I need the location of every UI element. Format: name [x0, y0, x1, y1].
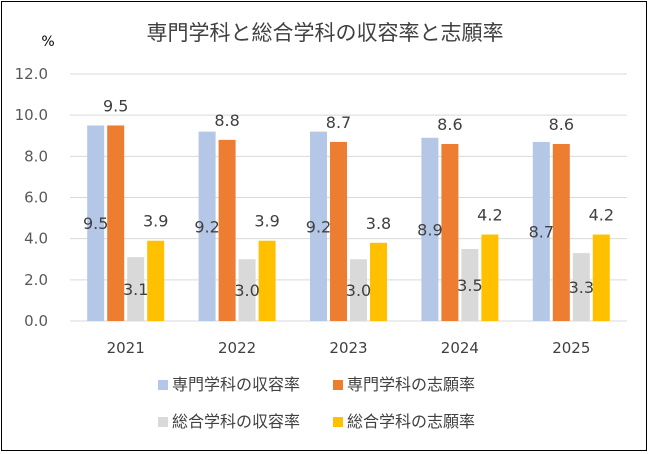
bar [218, 139, 236, 321]
bar [147, 240, 165, 321]
y-tick-label: 2.0 [24, 271, 48, 289]
data-label: 8.8 [214, 111, 239, 130]
x-tick-labels: 2021 2022 2023 2024 2025 [107, 339, 591, 357]
chart-title: 専門学科と総合学科の収容率と志願率 [147, 21, 504, 45]
data-label: 3.9 [254, 212, 279, 231]
legend-swatch [333, 417, 343, 427]
data-label: 3.5 [457, 276, 482, 295]
bar [350, 259, 367, 321]
data-label: 4.2 [589, 206, 614, 225]
y-tick-label: 4.0 [24, 230, 48, 248]
data-label: 9.5 [83, 214, 108, 233]
bar [107, 125, 125, 321]
y-tick-label: 6.0 [24, 189, 48, 207]
legend-label: 専門学科の収容率 [172, 375, 300, 394]
bar [238, 259, 256, 321]
x-tick-label: 2025 [552, 339, 590, 357]
bar [127, 257, 145, 321]
bar [198, 131, 216, 321]
data-label: 3.9 [143, 212, 168, 231]
data-label: 8.7 [326, 113, 351, 132]
bar [370, 242, 387, 321]
y-tick-label: 0.0 [24, 312, 48, 330]
data-label: 4.2 [477, 206, 502, 225]
data-label: 8.9 [417, 220, 442, 239]
data-label: 3.3 [569, 278, 594, 297]
data-label: 8.7 [529, 222, 554, 241]
y-tick-label: 12.0 [15, 65, 48, 83]
bar [330, 141, 347, 321]
legend-label: 専門学科の志願率 [347, 375, 475, 394]
data-label: 9.2 [306, 217, 331, 236]
bar [87, 125, 105, 321]
legend-label: 総合学科の志願率 [347, 412, 475, 431]
x-tick-label: 2023 [329, 339, 367, 357]
legend-label: 総合学科の収容率 [172, 412, 300, 431]
bar [592, 234, 610, 321]
data-label: 8.6 [549, 115, 574, 134]
data-label: 3.0 [234, 281, 259, 300]
bar [461, 248, 479, 321]
x-tick-label: 2024 [441, 339, 479, 357]
legend-swatch [158, 417, 168, 427]
data-label: 3.8 [366, 214, 391, 233]
bars [87, 125, 610, 321]
x-tick-label: 2022 [218, 339, 256, 357]
bar [421, 137, 439, 321]
data-label: 9.5 [103, 96, 128, 115]
legend-swatch [158, 380, 168, 390]
bar [572, 253, 590, 321]
data-label: 9.2 [194, 217, 219, 236]
data-label: 3.1 [123, 280, 148, 299]
y-tick-labels: 0.0 2.0 4.0 6.0 8.0 10.0 12.0 [15, 65, 48, 330]
legend-swatch [333, 380, 343, 390]
x-tick-label: 2021 [107, 339, 145, 357]
data-labels: 9.5 9.5 3.1 3.9 9.2 8.8 3.0 3.9 9.2 8.7 3.0 3.8 8.9 8… [83, 96, 614, 300]
data-label: 3.0 [346, 281, 371, 300]
bar [552, 143, 570, 321]
y-axis-unit: % [41, 34, 54, 50]
bar [481, 234, 499, 321]
bar [532, 141, 550, 321]
y-tick-label: 10.0 [15, 106, 48, 124]
bar [441, 143, 459, 321]
y-tick-label: 8.0 [24, 147, 48, 165]
data-label: 8.6 [437, 115, 462, 134]
bar [258, 240, 276, 321]
bar [310, 131, 327, 321]
